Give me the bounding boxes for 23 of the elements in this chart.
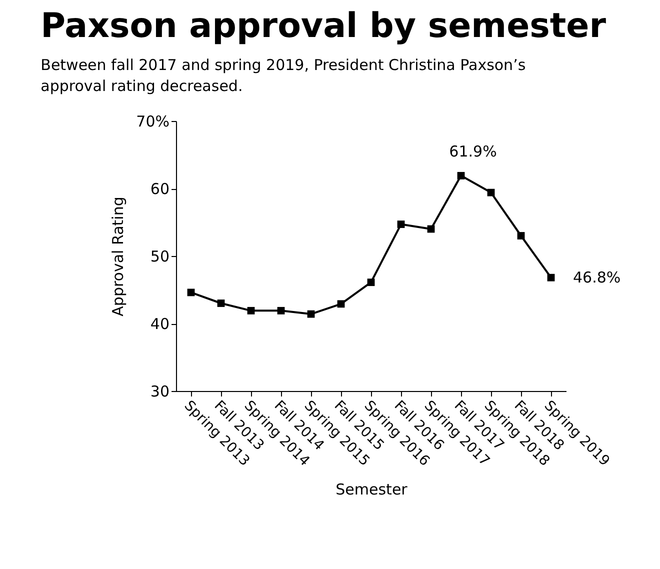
point bbox=[517, 232, 525, 240]
point bbox=[487, 188, 495, 196]
point bbox=[307, 310, 315, 318]
point bbox=[397, 220, 405, 228]
point bbox=[187, 288, 195, 296]
y-tick-label: 30 bbox=[150, 382, 170, 400]
annotation: 61.9% bbox=[449, 142, 497, 161]
y-tick-label: 70% bbox=[136, 112, 170, 130]
point bbox=[217, 300, 225, 307]
annotation: 46.8% bbox=[573, 268, 621, 287]
y-tick-label: 40 bbox=[150, 315, 170, 333]
y-tick-label: 60 bbox=[150, 180, 170, 198]
x-axis-title: Semester bbox=[336, 480, 408, 499]
chart-title: Paxson approval by semester bbox=[40, 6, 606, 46]
point bbox=[277, 306, 285, 314]
y-tick-label: 50 bbox=[150, 248, 170, 266]
point bbox=[337, 300, 345, 308]
chart-subtitle: Between fall 2017 and spring 2019, President Christina Paxson’s approval rating decreased. bbox=[40, 56, 526, 95]
point bbox=[457, 172, 465, 180]
point bbox=[367, 278, 375, 286]
y-axis-title: Approval Rating bbox=[109, 196, 128, 316]
point bbox=[547, 274, 555, 282]
point bbox=[247, 306, 255, 314]
